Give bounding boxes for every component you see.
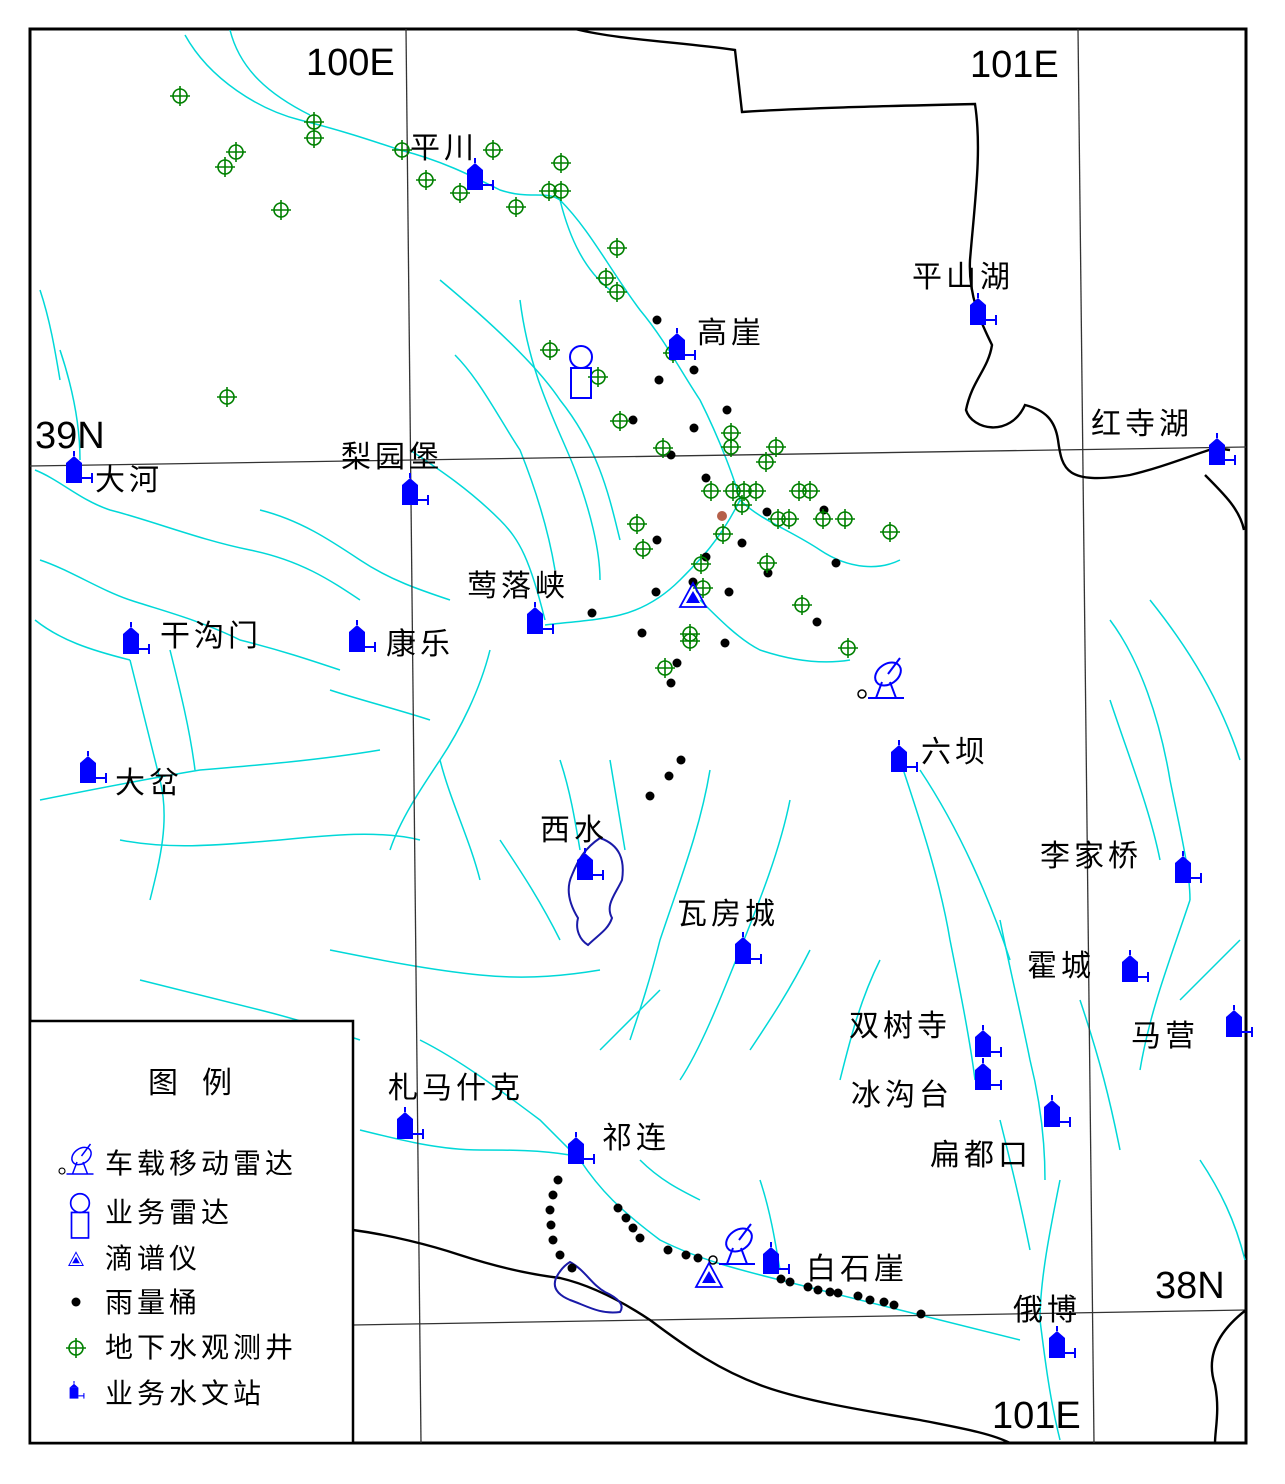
lon-label-100e: 100E <box>306 42 395 84</box>
parallel-39n <box>29 446 1247 467</box>
graticule <box>29 28 1247 1444</box>
label-huocheng: 霍城 <box>1027 949 1095 984</box>
legend-title: 图例 <box>148 1066 256 1101</box>
station-biandukou <box>1043 1094 1071 1128</box>
station-yingluoxia <box>526 601 554 635</box>
legend: 图例 车载移动雷达 业务雷达 滴谱仪 雨量桶 地下水观测井 业务水文站 <box>28 1019 355 1445</box>
lat-label-38n: 38N <box>1155 1265 1225 1307</box>
label-liyuanbao: 梨园堡 <box>341 440 443 475</box>
legend-label-disdrometer: 滴谱仪 <box>105 1242 201 1275</box>
label-ebo: 俄博 <box>1013 1293 1081 1328</box>
province-boundary <box>352 27 1247 1445</box>
station-qilian <box>567 1131 595 1165</box>
label-dapen: 大岔 <box>115 766 183 801</box>
lat-label-39n: 39N <box>35 415 105 457</box>
label-pingshanhu: 平山湖 <box>912 260 1014 295</box>
basin-outline <box>553 836 624 1314</box>
station-gaoya <box>668 327 696 361</box>
label-lijiaqiao: 李家桥 <box>1040 839 1142 874</box>
label-shuangshusi: 双树寺 <box>849 1009 951 1044</box>
label-gangoumen: 干沟门 <box>160 619 262 654</box>
legend-label-operational-radar: 业务雷达 <box>105 1196 233 1229</box>
label-maying: 马营 <box>1131 1019 1199 1054</box>
legend-box <box>28 1019 355 1445</box>
station-kangle <box>348 619 376 653</box>
legend-label-hydrological-station: 业务水文站 <box>105 1377 265 1410</box>
station-labels: 平川 高崖 平山湖 红寺湖 大河 梨园堡 莺落峡 干沟门 康乐 六坝 大岔 西水… <box>95 131 1199 1328</box>
station-maying <box>1225 1004 1253 1038</box>
legend-label-mobile-radar: 车载移动雷达 <box>105 1147 297 1180</box>
map-frame <box>28 27 1248 1445</box>
mobile-radar-marker <box>857 656 907 699</box>
mobile-radar-marker <box>708 1222 758 1265</box>
station-shuangshusi <box>974 1024 1002 1058</box>
station-xishui <box>576 847 604 881</box>
lon-label-101e-bottom: 101E <box>992 1395 1081 1437</box>
parallel-38n <box>352 1309 1247 1326</box>
label-dahe: 大河 <box>95 463 163 498</box>
disdrometer-marker <box>695 1262 723 1288</box>
station-dapen <box>79 750 107 784</box>
station-gangoumen <box>122 621 150 655</box>
label-binggoutai: 冰沟台 <box>851 1078 953 1113</box>
station-huocheng <box>1121 949 1149 983</box>
highlight-gauge <box>717 511 727 521</box>
lon-label-101e-top: 101E <box>970 44 1059 86</box>
label-hongsihu: 红寺湖 <box>1091 407 1193 442</box>
station-zhamashike <box>396 1106 424 1140</box>
station-binggoutai <box>974 1057 1002 1091</box>
label-liuba: 六坝 <box>921 735 989 770</box>
station-liyuanbao <box>401 472 429 506</box>
label-xishui: 西水 <box>540 813 608 848</box>
meridian-100e <box>405 28 422 1444</box>
label-pingchuan: 平川 <box>410 131 478 166</box>
legend-label-rain-gauge: 雨量桶 <box>105 1286 201 1319</box>
label-wafangcheng: 瓦房城 <box>677 897 779 932</box>
label-qilian: 祁连 <box>602 1121 670 1156</box>
station-hongsihu <box>1208 432 1236 466</box>
label-baishiya: 白石崖 <box>806 1252 908 1287</box>
label-biandukou: 扁都口 <box>930 1138 1032 1173</box>
rain-gauge-icon <box>71 1297 81 1307</box>
operational-radar-marker <box>569 345 593 399</box>
label-gaoya: 高崖 <box>697 316 765 351</box>
label-kangle: 康乐 <box>386 627 454 662</box>
legend-label-groundwater-well: 地下水观测井 <box>105 1331 297 1364</box>
meridian-101e <box>1077 28 1095 1444</box>
label-zhamashike: 札马什克 <box>388 1071 524 1106</box>
station-liuba <box>890 739 918 773</box>
label-yingluoxia: 莺落峡 <box>467 569 569 604</box>
station-ebo <box>1048 1325 1076 1359</box>
station-wafangcheng <box>734 931 762 965</box>
station-lijiaqiao <box>1174 850 1202 884</box>
